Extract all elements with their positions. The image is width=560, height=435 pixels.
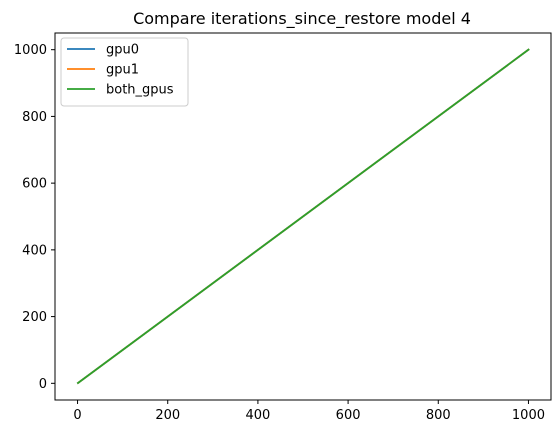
legend: gpu0 gpu1 both_gpus [60, 37, 189, 107]
x-tick-label: 0 [73, 408, 81, 423]
y-tick-label: 400 [22, 243, 47, 258]
x-tick-label: 200 [155, 408, 180, 423]
y-tick-label: 200 [22, 310, 47, 325]
chart-title: Compare iterations_since_restore model 4 [133, 9, 471, 29]
series-lines [76, 48, 530, 385]
x-axis: 0 200 400 600 800 1000 [73, 400, 545, 423]
x-tick-label: 600 [336, 408, 361, 423]
series-line-both_gpus [76, 48, 530, 385]
x-tick-label: 1000 [512, 408, 545, 423]
y-axis: 0 200 400 600 800 1000 [14, 43, 55, 392]
y-tick-label: 800 [22, 110, 47, 125]
y-tick-label: 600 [22, 177, 47, 192]
y-tick-label: 1000 [14, 43, 47, 58]
x-tick-label: 400 [245, 408, 270, 423]
legend-label-gpu1: gpu1 [106, 63, 139, 78]
x-tick-label: 800 [426, 408, 451, 423]
legend-label-gpu0: gpu0 [106, 43, 139, 58]
y-tick-label: 0 [39, 377, 47, 392]
legend-label-both_gpus: both_gpus [106, 83, 174, 98]
